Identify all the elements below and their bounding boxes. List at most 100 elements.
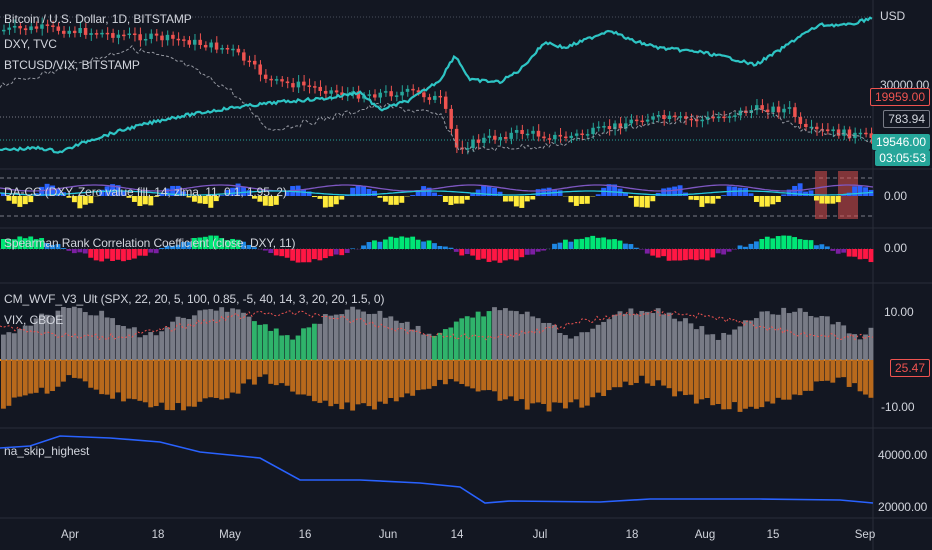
wvf-up-bar	[721, 332, 727, 360]
dacc-bar	[110, 184, 116, 196]
dacc-bar	[366, 188, 372, 196]
spearman-bar	[579, 238, 585, 249]
candle-body	[105, 32, 110, 35]
price-tag-last: 19546.00	[871, 134, 930, 150]
dacc-bar	[77, 196, 83, 209]
wvf-down-bar	[470, 360, 476, 389]
dxy-legend[interactable]: DXY, TVC	[4, 37, 57, 51]
spearman-bar	[339, 249, 345, 256]
main-price-pane[interactable]	[0, 16, 874, 155]
spearman-bar	[159, 248, 165, 249]
candle-body	[242, 52, 246, 61]
candle-body	[12, 25, 17, 28]
wvf-up-bar	[781, 307, 787, 360]
candle-body	[132, 33, 137, 36]
dacc-bar	[66, 196, 72, 198]
wvf-up-bar	[224, 311, 230, 360]
dacc-bar	[841, 195, 847, 196]
wvf-down-bar	[813, 360, 819, 382]
wvf-down-bar	[699, 360, 705, 400]
spearman-bar	[17, 236, 23, 249]
wvf-up-bar	[301, 328, 306, 360]
dacc-bar	[164, 188, 170, 196]
wvf-down-bar	[333, 360, 339, 404]
dacc-bar	[268, 196, 274, 207]
spearman-bar	[273, 249, 279, 256]
dacc-bar	[699, 196, 705, 207]
main-series-legend[interactable]: Bitcoin / U.S. Dollar, 1D, BITSTAMP	[4, 12, 192, 26]
spearman-bar	[448, 247, 454, 249]
spearman-bar	[6, 238, 12, 249]
wvf-down-bar	[781, 360, 787, 400]
vix-legend[interactable]: VIX, CBOE	[4, 313, 64, 327]
skip-legend[interactable]: na_skip_highest	[4, 444, 90, 458]
dacc-indicator-pane[interactable]	[0, 171, 874, 219]
candle-body	[258, 64, 262, 75]
wvf-up-bar	[813, 317, 819, 360]
wvf-up-bar	[541, 322, 547, 360]
wvf-down-bar	[361, 360, 366, 404]
spearman-bar	[606, 239, 612, 249]
wvf-down-bar	[93, 360, 99, 390]
wvf-up-bar	[104, 317, 110, 360]
candle-body	[842, 129, 846, 136]
spearman-legend[interactable]: Spearman Rank Correlation Coefficient (c…	[4, 236, 296, 250]
wvf-down-bar	[175, 360, 181, 404]
wvf-up-bar	[666, 312, 672, 360]
wvf-down-bar	[33, 360, 39, 393]
wvf-up-bar	[93, 315, 99, 360]
wvf-up-bar	[61, 306, 66, 360]
spearman-bar	[699, 249, 705, 260]
wvf-indicator-pane[interactable]	[0, 306, 874, 412]
spearman-bar	[513, 249, 519, 261]
candle-body	[400, 91, 404, 96]
wvf-down-bar	[350, 360, 356, 411]
wvf-up-bar	[202, 309, 208, 360]
wvf-down-bar	[606, 360, 612, 391]
candle-body	[509, 132, 513, 139]
candle-body	[793, 107, 797, 118]
dacc-legend[interactable]: DA-CC (DXY, Zero value fill, 14, zlma, 1…	[4, 185, 287, 199]
currency-label: USD	[880, 9, 906, 23]
spearman-bar	[55, 244, 61, 249]
wvf-up-bar	[863, 334, 868, 360]
wvf-down-bar	[693, 360, 699, 404]
wvf-up-bar	[623, 313, 628, 360]
spearman-bar	[464, 249, 470, 255]
wvf-down-bar	[328, 360, 334, 407]
candle-body	[607, 126, 612, 130]
wvf-down-bar	[257, 360, 263, 377]
wvf-down-bar	[230, 360, 236, 393]
candle-body	[536, 130, 541, 137]
wvf-up-bar	[562, 335, 568, 360]
btcvix-legend[interactable]: BTCUSD/VIX, BITSTAMP	[4, 58, 140, 72]
wvf-down-bar	[726, 360, 732, 410]
spearman-bar	[404, 237, 410, 249]
candle-body	[662, 115, 666, 120]
wvf-legend[interactable]: CM_WVF_V3_Ult (SPX, 22, 20, 5, 100, 0.85…	[4, 292, 385, 306]
wvf-down-bar	[492, 360, 497, 392]
skip-highest-pane[interactable]	[0, 435, 874, 504]
spearman-bar	[852, 249, 858, 257]
dacc-bar	[55, 189, 61, 196]
candle-body	[291, 83, 295, 88]
dacc-bar	[159, 192, 165, 196]
spearman-indicator-pane[interactable]	[0, 235, 874, 263]
wvf-down-bar	[181, 360, 186, 411]
spearman-bar	[131, 249, 137, 259]
spearman-zero-tick: 0.00	[884, 241, 907, 255]
dacc-bar	[486, 186, 492, 196]
candle-body	[689, 118, 693, 121]
dacc-bar	[808, 190, 814, 196]
time-axis[interactable]: Apr 18 May 16 Jun 14 Jul 18 Aug 15 Sep	[61, 529, 875, 541]
wvf-down-bar	[775, 360, 781, 398]
wvf-down-bar	[721, 360, 727, 410]
spearman-bar	[213, 235, 219, 249]
wvf-down-bar	[99, 360, 105, 395]
wvf-down-bar	[677, 360, 683, 392]
spearman-bar	[628, 244, 634, 249]
spearman-bar	[819, 244, 825, 249]
candle-body	[553, 134, 557, 140]
wvf-up-bar	[852, 334, 858, 360]
